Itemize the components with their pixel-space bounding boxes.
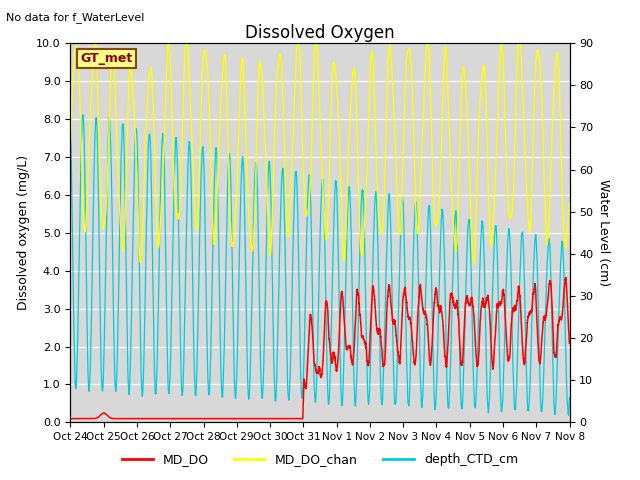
Title: Dissolved Oxygen: Dissolved Oxygen <box>245 24 395 42</box>
Y-axis label: Water Level (cm): Water Level (cm) <box>597 179 610 287</box>
Text: GT_met: GT_met <box>81 52 132 65</box>
Y-axis label: Dissolved oxygen (mg/L): Dissolved oxygen (mg/L) <box>17 155 31 311</box>
Legend: MD_DO, MD_DO_chan, depth_CTD_cm: MD_DO, MD_DO_chan, depth_CTD_cm <box>116 448 524 471</box>
Text: No data for f_WaterLevel: No data for f_WaterLevel <box>6 12 145 23</box>
